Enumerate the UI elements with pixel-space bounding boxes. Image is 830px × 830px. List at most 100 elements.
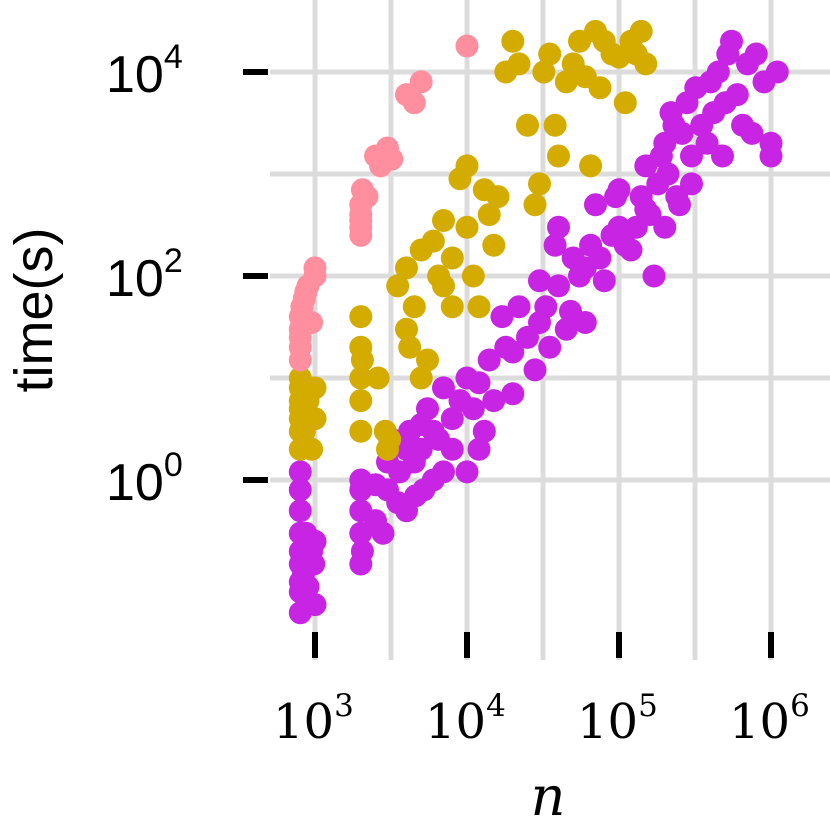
data-point — [501, 340, 525, 364]
data-point — [619, 238, 643, 262]
data-point — [588, 76, 612, 100]
data-point — [288, 460, 312, 484]
data-point — [656, 162, 680, 186]
data-point — [467, 371, 491, 395]
data-point — [432, 209, 455, 232]
data-point — [706, 60, 730, 84]
x-tick-label: 106 — [729, 688, 810, 750]
data-point — [380, 147, 404, 171]
data-point — [440, 407, 464, 431]
data-point — [584, 193, 607, 217]
data-point — [472, 419, 496, 443]
data-point — [296, 575, 320, 599]
series-0 — [288, 29, 789, 625]
data-point — [554, 70, 578, 94]
data-point — [642, 264, 666, 288]
data-point — [455, 215, 479, 239]
data-point — [349, 419, 373, 443]
data-point — [461, 264, 485, 288]
data-point — [300, 437, 324, 461]
data-point — [302, 552, 326, 576]
data-point — [528, 269, 551, 293]
data-point — [538, 335, 562, 359]
data-point — [395, 256, 418, 280]
data-point — [695, 131, 719, 155]
data-point — [416, 348, 439, 372]
data-point — [349, 305, 373, 329]
data-point — [398, 335, 422, 359]
x-tick-label: 104 — [425, 688, 506, 750]
data-point — [547, 274, 570, 298]
data-point — [455, 34, 479, 58]
data-point — [409, 70, 433, 94]
data-point — [477, 203, 501, 227]
data-point — [592, 269, 616, 293]
data-point — [490, 305, 514, 329]
y-tick-label: 102 — [106, 242, 183, 308]
data-point — [653, 131, 677, 155]
data-point — [349, 389, 373, 413]
data-point — [378, 427, 402, 451]
data-point — [303, 593, 327, 617]
data-point — [432, 274, 455, 298]
data-point — [765, 60, 789, 84]
data-point — [573, 311, 597, 334]
data-point — [455, 154, 479, 178]
data-point — [303, 407, 327, 431]
data-point — [680, 172, 703, 196]
data-point — [607, 178, 631, 202]
data-point — [670, 121, 694, 145]
data-point — [607, 45, 631, 69]
data-point — [440, 295, 464, 319]
data-point — [523, 358, 547, 382]
data-point — [402, 91, 426, 115]
data-point — [725, 83, 749, 107]
data-point — [421, 229, 445, 253]
data-point — [303, 376, 327, 400]
data-point — [371, 521, 395, 545]
data-point — [350, 539, 374, 563]
data-point — [543, 233, 567, 257]
data-point — [303, 256, 327, 280]
data-point — [288, 499, 312, 523]
y-tick-label: 104 — [106, 38, 183, 104]
y-axis-title: time(s) — [4, 228, 64, 393]
data-point — [477, 348, 501, 372]
series-2 — [288, 34, 479, 372]
data-point — [740, 121, 764, 145]
data-point — [355, 185, 379, 209]
data-point — [759, 144, 783, 168]
data-point — [416, 397, 439, 421]
data-point — [653, 215, 677, 239]
data-point — [532, 60, 556, 84]
data-point — [501, 29, 525, 53]
data-point — [629, 19, 653, 43]
x-axis-title: n — [531, 765, 566, 828]
data-points — [288, 19, 789, 625]
data-point — [668, 193, 691, 217]
data-point — [482, 233, 506, 257]
data-point — [613, 91, 637, 115]
data-point — [300, 311, 324, 334]
data-point — [547, 144, 570, 168]
data-point — [395, 317, 418, 341]
data-point — [538, 42, 562, 66]
data-point — [432, 376, 455, 400]
data-point — [634, 52, 658, 76]
y-tick-label: 100 — [106, 446, 183, 512]
data-point — [588, 246, 612, 270]
data-point — [534, 295, 558, 319]
data-point — [501, 382, 525, 406]
data-point — [409, 366, 433, 390]
data-point — [482, 389, 506, 413]
x-tick-label: 103 — [273, 688, 354, 750]
data-point — [720, 29, 743, 53]
data-point — [579, 154, 603, 178]
data-point — [744, 42, 768, 66]
data-point — [350, 348, 374, 372]
series-1 — [288, 19, 658, 461]
data-point — [386, 274, 410, 298]
data-point — [409, 437, 433, 461]
